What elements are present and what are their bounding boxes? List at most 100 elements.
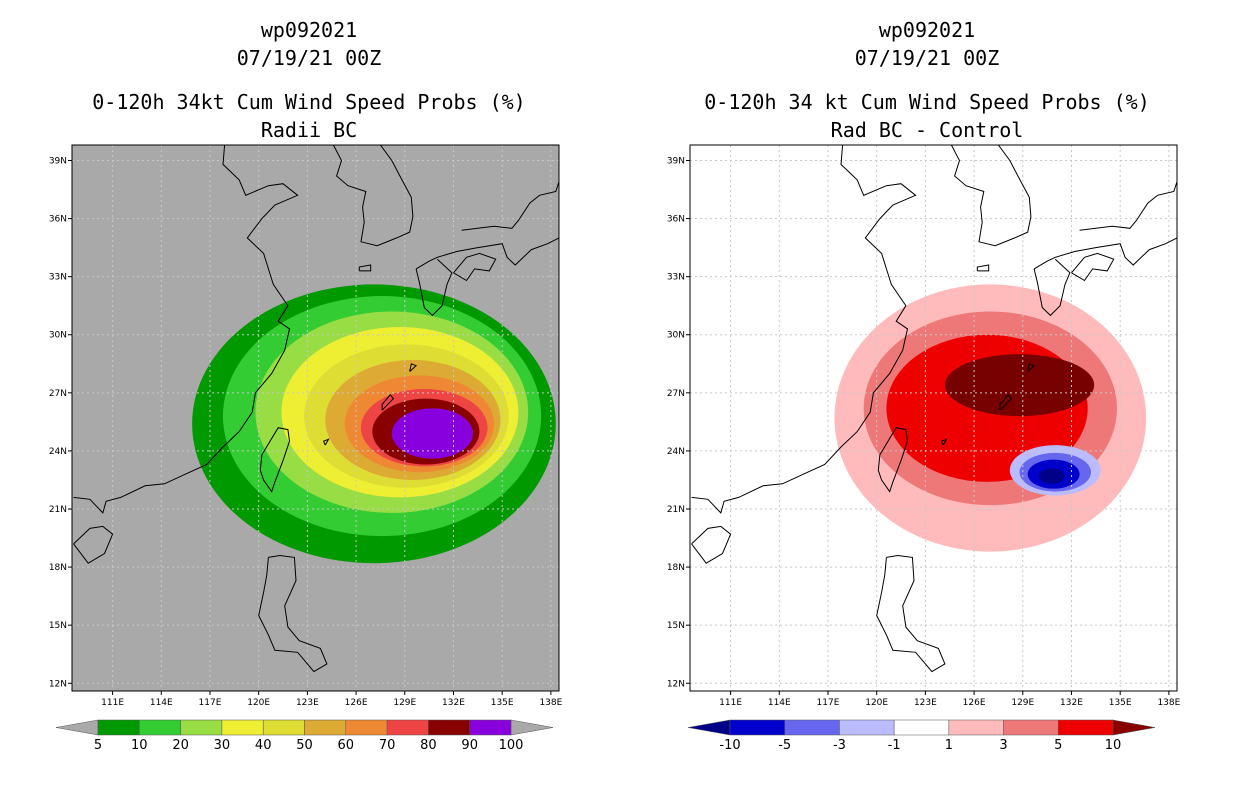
- lat-label: 36N: [667, 215, 685, 225]
- coastline: [258, 554, 328, 673]
- coastline: [877, 427, 909, 493]
- colorbar-label: -3: [833, 738, 846, 753]
- lat-label: 21N: [49, 505, 67, 515]
- colorbar-swatch: [304, 719, 347, 736]
- lon-label: 114E: [768, 698, 791, 708]
- lon-label: 111E: [719, 698, 742, 708]
- colorbar-label: 70: [379, 738, 396, 753]
- lat-label: 27N: [49, 389, 67, 399]
- colorbar-swatch: [839, 719, 895, 736]
- lon-label: 126E: [345, 698, 368, 708]
- colorbar-label: 5: [94, 738, 102, 753]
- lon-label: 123E: [296, 698, 319, 708]
- lon-label: 117E: [199, 698, 222, 708]
- coastline: [940, 438, 948, 446]
- colorbar-right-arrow: [1112, 719, 1156, 736]
- colorbar-swatch: [1058, 719, 1114, 736]
- lat-label: 36N: [49, 215, 67, 225]
- lon-label: 138E: [539, 698, 562, 708]
- coastline: [259, 427, 291, 493]
- lon-label: 129E: [393, 698, 416, 708]
- lat-label: 30N: [667, 331, 685, 341]
- coastline: [1071, 252, 1115, 282]
- lat-label: 18N: [49, 563, 67, 573]
- coastline: [409, 363, 418, 372]
- colorbar-label: 40: [255, 738, 272, 753]
- probability-map-left: 39N 36N 33N 30N 27N 24N 21N 18N 15N 12N 111E 114E 11…: [49, 144, 563, 753]
- lon-label: 126E: [963, 698, 986, 708]
- colorbar-label: 60: [338, 738, 355, 753]
- lon-label: 120E: [247, 698, 270, 708]
- map-frame: [71, 144, 560, 692]
- coastline: [415, 258, 453, 317]
- colorbar-label: -10: [719, 738, 740, 753]
- product-title: 0-120h 34kt Cum Wind Speed Probs (%): [92, 90, 526, 114]
- coastline: [415, 237, 559, 270]
- colorbar-label: 90: [461, 738, 478, 753]
- storm-id-title: wp092021: [260, 18, 358, 42]
- coastline: [1033, 258, 1071, 317]
- colorbar-swatch: [729, 719, 785, 736]
- product-title: 0-120h 34 kt Cum Wind Speed Probs (%): [704, 90, 1150, 114]
- lon-label: 114E: [150, 698, 173, 708]
- colorbar-label: 20: [172, 738, 189, 753]
- lat-label: 30N: [49, 331, 67, 341]
- lat-label: 33N: [49, 273, 67, 283]
- colorbar-label: 50: [296, 738, 313, 753]
- colorbar-right-arrow: [510, 719, 554, 736]
- coastline: [999, 394, 1013, 411]
- contour-neg10: [1039, 468, 1065, 484]
- lat-label: 12N: [667, 679, 685, 689]
- lat-label: 39N: [49, 156, 67, 166]
- colorbar-swatch: [97, 719, 140, 736]
- colorbar-swatch: [139, 719, 181, 736]
- colorbar-label: 3: [999, 738, 1007, 753]
- colorbar-left-arrow: [55, 719, 99, 736]
- colorbar-swatch: [784, 719, 840, 736]
- colorbar-label: 30: [214, 738, 231, 753]
- colorbar-swatch: [262, 719, 305, 736]
- lat-label: 18N: [667, 563, 685, 573]
- colorbar-label: -1: [888, 738, 901, 753]
- colorbar-label: -5: [778, 738, 791, 753]
- subtitle: Rad BC - Control: [830, 118, 1024, 142]
- colorbar-label: 10: [1105, 738, 1122, 753]
- lon-label: 123E: [914, 698, 937, 708]
- lon-label: 111E: [101, 698, 124, 708]
- colorbar-swatch: [345, 719, 388, 736]
- storm-id-title: wp092021: [878, 18, 976, 42]
- lat-label: 24N: [667, 447, 685, 457]
- lat-label: 33N: [667, 273, 685, 283]
- date-title: 07/19/21 00Z: [236, 46, 382, 70]
- coastline: [332, 145, 414, 247]
- coastline: [73, 145, 299, 514]
- lon-label: 129E: [1011, 698, 1034, 708]
- coastline: [73, 525, 114, 564]
- colorbar-label: 5: [1054, 738, 1062, 753]
- lon-label: 135E: [1109, 698, 1132, 708]
- colorbar-left-arrow: [687, 719, 731, 736]
- colorbar-swatch: [428, 719, 470, 736]
- colorbar-label: 1: [945, 738, 953, 753]
- contour-90: [391, 408, 473, 459]
- coastline: [358, 264, 372, 272]
- coastline: [691, 145, 917, 514]
- coastline: [322, 438, 330, 446]
- lon-label: 138E: [1157, 698, 1180, 708]
- colorbar-label: 80: [420, 738, 437, 753]
- lon-label: 135E: [491, 698, 514, 708]
- coastline: [1033, 237, 1177, 270]
- date-title: 07/19/21 00Z: [854, 46, 1000, 70]
- coastline: [461, 181, 559, 231]
- colorbar-swatch: [469, 719, 512, 736]
- left-panel: wp092021 07/19/21 00Z 0-120h 34kt Cum Wi…: [49, 18, 563, 753]
- coastline: [950, 145, 1032, 247]
- coastline: [1027, 363, 1036, 372]
- lat-label: 15N: [49, 621, 67, 631]
- lat-label: 15N: [667, 621, 685, 631]
- coastline: [976, 264, 990, 272]
- lat-label: 39N: [667, 156, 685, 166]
- lon-label: 120E: [865, 698, 888, 708]
- coastline: [691, 525, 732, 564]
